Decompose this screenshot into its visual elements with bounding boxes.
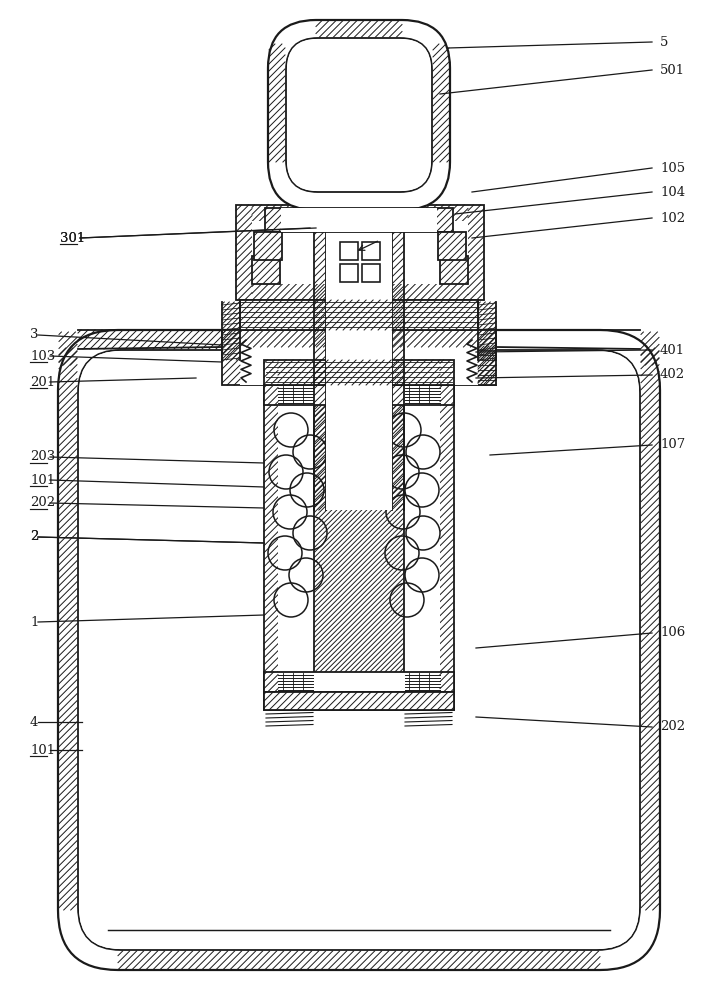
Bar <box>264 385 454 710</box>
Text: 202: 202 <box>30 496 55 510</box>
Bar <box>222 330 496 385</box>
FancyBboxPatch shape <box>58 330 660 970</box>
Text: 203: 203 <box>30 450 55 464</box>
Bar <box>265 208 453 232</box>
Bar <box>278 405 314 672</box>
Bar <box>252 221 468 284</box>
FancyBboxPatch shape <box>268 20 450 210</box>
FancyBboxPatch shape <box>287 39 431 191</box>
Text: 107: 107 <box>660 438 685 452</box>
Bar <box>362 242 380 260</box>
Text: 402: 402 <box>660 368 685 381</box>
Text: 101: 101 <box>30 474 55 487</box>
Bar <box>340 242 358 260</box>
Text: 301: 301 <box>60 232 85 244</box>
Bar <box>240 300 478 330</box>
FancyBboxPatch shape <box>79 351 639 949</box>
Text: 3: 3 <box>30 328 39 342</box>
Bar <box>362 264 380 282</box>
Bar <box>281 208 437 232</box>
Bar <box>254 232 282 260</box>
Text: 301: 301 <box>60 232 85 244</box>
Bar <box>440 256 468 284</box>
Text: 401: 401 <box>660 344 685 357</box>
Bar <box>326 60 392 510</box>
Text: 103: 103 <box>30 350 55 362</box>
Bar <box>264 385 454 405</box>
Text: 101: 101 <box>30 744 55 756</box>
Text: 106: 106 <box>660 626 685 640</box>
Text: 5: 5 <box>660 35 668 48</box>
Text: 2: 2 <box>30 530 38 544</box>
Text: 2: 2 <box>30 530 38 544</box>
Bar <box>264 692 454 710</box>
Bar <box>252 256 280 284</box>
FancyBboxPatch shape <box>286 38 432 192</box>
Text: 105: 105 <box>660 161 685 174</box>
Text: 4: 4 <box>30 716 38 728</box>
Bar <box>438 232 466 260</box>
Bar <box>264 672 454 692</box>
Bar <box>236 205 484 300</box>
Text: 1: 1 <box>30 615 38 629</box>
Text: 501: 501 <box>660 64 685 77</box>
Bar <box>340 264 358 282</box>
Text: 202: 202 <box>660 720 685 734</box>
Text: 102: 102 <box>660 212 685 225</box>
Bar <box>404 405 440 672</box>
Bar <box>264 360 454 385</box>
Text: 104: 104 <box>660 186 685 198</box>
FancyBboxPatch shape <box>78 350 640 950</box>
Bar <box>240 348 478 385</box>
Text: 201: 201 <box>30 375 55 388</box>
